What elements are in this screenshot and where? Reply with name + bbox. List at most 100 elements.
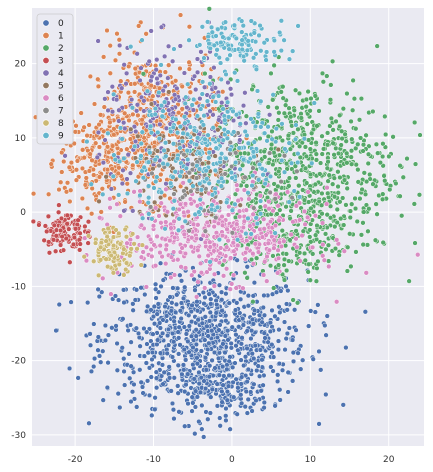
data-point	[125, 89, 132, 96]
data-point	[176, 110, 182, 116]
data-point	[248, 335, 254, 342]
data-point	[196, 150, 203, 156]
data-point	[174, 85, 180, 92]
data-point	[293, 228, 299, 234]
data-point	[91, 172, 97, 178]
data-point	[138, 379, 144, 385]
data-point	[121, 272, 127, 278]
data-point	[180, 295, 187, 302]
data-point	[149, 412, 155, 419]
y-tick-label: -10	[11, 282, 26, 292]
data-point	[271, 245, 277, 251]
data-point	[265, 104, 271, 110]
data-point	[176, 216, 182, 222]
data-point	[316, 108, 322, 114]
data-point	[194, 361, 201, 367]
data-point	[338, 215, 344, 222]
data-point	[182, 284, 188, 290]
legend: 0 1 2 3 4 5 6 7 8 9	[36, 13, 74, 145]
data-point	[140, 215, 146, 221]
data-point	[201, 434, 207, 440]
data-point	[117, 213, 123, 219]
data-point	[297, 217, 303, 223]
data-point	[131, 241, 137, 247]
data-point	[411, 201, 417, 207]
data-point	[145, 200, 151, 206]
data-point	[241, 218, 248, 224]
data-point	[182, 250, 189, 257]
data-point	[178, 169, 185, 175]
data-point	[278, 89, 284, 95]
data-point	[205, 333, 211, 339]
data-point	[139, 384, 146, 390]
data-point	[185, 338, 191, 345]
data-point	[375, 150, 381, 156]
legend-item-4: 4	[42, 69, 64, 79]
data-point	[215, 93, 222, 99]
data-point	[366, 206, 372, 212]
data-point	[66, 164, 72, 170]
data-point	[245, 38, 251, 44]
data-point	[323, 332, 329, 338]
data-point	[199, 91, 205, 97]
data-point	[96, 121, 102, 128]
data-point	[45, 213, 52, 220]
data-point	[268, 70, 274, 77]
data-point	[251, 139, 257, 145]
data-point	[131, 396, 138, 402]
data-point	[293, 236, 299, 242]
data-point	[265, 339, 271, 345]
data-point	[269, 128, 275, 135]
data-point	[225, 79, 231, 86]
data-point	[320, 79, 326, 85]
data-point	[286, 325, 292, 331]
data-point	[234, 237, 241, 243]
data-point	[309, 160, 315, 166]
data-point	[123, 260, 130, 266]
data-point	[301, 136, 308, 142]
data-point	[248, 231, 254, 237]
data-point	[353, 249, 359, 255]
data-point	[220, 341, 226, 347]
data-point	[213, 230, 220, 236]
data-point	[244, 183, 250, 189]
data-point	[250, 55, 257, 61]
data-point	[348, 263, 354, 270]
data-point	[148, 28, 154, 34]
data-point	[73, 167, 80, 173]
legend-item-3: 3	[42, 57, 64, 67]
data-point	[233, 112, 240, 118]
data-point	[184, 131, 191, 137]
data-point	[215, 355, 222, 362]
data-point	[197, 389, 204, 395]
data-point	[105, 225, 111, 232]
data-point	[95, 286, 101, 293]
data-point	[282, 102, 289, 108]
legend-item-1: 1	[42, 32, 64, 42]
data-point	[153, 385, 160, 391]
data-point	[127, 170, 134, 176]
data-point	[166, 107, 172, 113]
data-point	[142, 291, 148, 298]
data-point	[286, 258, 292, 264]
data-point	[374, 211, 380, 217]
data-point	[206, 291, 212, 297]
data-point	[259, 319, 265, 325]
data-point	[158, 283, 164, 290]
data-point	[138, 262, 144, 268]
data-point	[234, 411, 240, 417]
data-point	[253, 51, 259, 57]
data-point	[262, 203, 268, 209]
data-point	[330, 127, 336, 133]
data-point	[138, 254, 145, 260]
data-point	[202, 285, 208, 291]
data-point	[276, 360, 283, 367]
data-point	[177, 12, 184, 18]
data-point	[100, 348, 106, 354]
data-point	[128, 398, 134, 405]
data-point	[151, 185, 157, 191]
data-point	[114, 31, 120, 37]
data-point	[273, 289, 280, 295]
data-point	[239, 335, 245, 341]
legend-label: 8	[58, 119, 64, 129]
